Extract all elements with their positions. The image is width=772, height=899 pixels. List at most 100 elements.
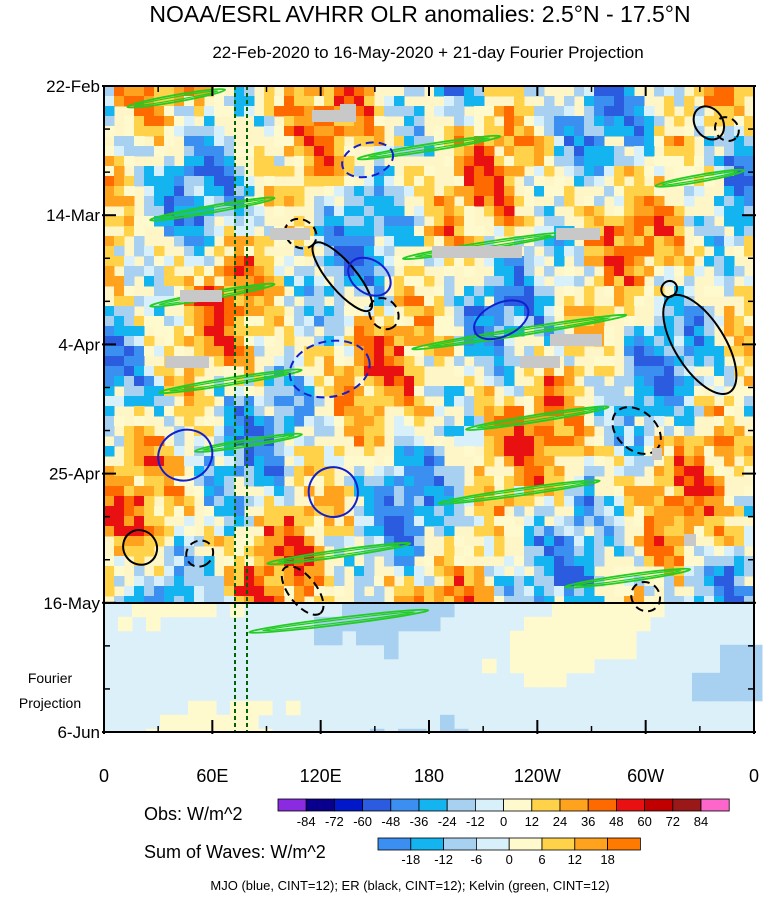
olr-cell <box>594 376 605 387</box>
olr-cell <box>384 456 395 467</box>
olr-cell <box>264 546 275 557</box>
olr-cell <box>724 586 735 597</box>
olr-cell <box>504 196 515 207</box>
olr-cell <box>184 586 195 597</box>
olr-cell <box>734 506 745 517</box>
olr-cell <box>734 246 745 257</box>
projection-cell <box>510 630 525 646</box>
olr-cell <box>664 356 675 367</box>
olr-cell <box>444 96 455 107</box>
olr-cell <box>654 276 665 287</box>
olr-cell <box>674 536 685 547</box>
olr-cell <box>604 336 615 347</box>
olr-cell <box>664 546 675 557</box>
olr-cell <box>454 216 465 227</box>
olr-cell <box>524 486 535 497</box>
olr-cell <box>314 566 325 577</box>
olr-cell <box>624 236 635 247</box>
olr-cell <box>624 326 635 337</box>
olr-cell <box>444 256 455 267</box>
olr-cell <box>664 396 675 407</box>
olr-cell <box>124 146 135 157</box>
olr-cell <box>314 416 325 427</box>
olr-cell <box>424 496 435 507</box>
olr-cell <box>124 506 135 517</box>
olr-cell <box>634 216 645 227</box>
olr-cell <box>514 456 525 467</box>
olr-cell <box>204 396 215 407</box>
olr-cell <box>254 266 265 277</box>
olr-cell <box>334 216 345 227</box>
projection-cell <box>734 658 749 674</box>
olr-cell <box>544 96 555 107</box>
olr-cell <box>514 86 525 97</box>
olr-cell <box>114 176 125 187</box>
olr-cell <box>634 366 645 377</box>
projection-cell <box>720 644 735 660</box>
olr-cell <box>144 476 155 487</box>
olr-cell <box>434 566 445 577</box>
olr-cell <box>184 336 195 347</box>
olr-cell <box>344 486 355 497</box>
obs-colorbar-box <box>616 798 646 812</box>
projection-cell <box>552 644 567 660</box>
olr-cell <box>444 566 455 577</box>
olr-cell <box>414 136 425 147</box>
olr-cell <box>524 266 535 277</box>
olr-cell <box>514 196 525 207</box>
olr-cell <box>684 526 695 537</box>
projection-cell <box>426 616 441 632</box>
olr-cell <box>444 396 455 407</box>
olr-cell <box>374 106 385 117</box>
olr-cell <box>444 506 455 517</box>
olr-cell <box>494 376 505 387</box>
olr-cell <box>484 426 495 437</box>
olr-cell <box>684 396 695 407</box>
olr-cell <box>394 326 405 337</box>
olr-cell <box>114 526 125 537</box>
olr-cell <box>324 426 335 437</box>
olr-cell <box>474 116 485 127</box>
olr-cell <box>164 226 175 237</box>
olr-cell <box>174 456 185 467</box>
projection-cell <box>216 728 231 732</box>
olr-cell <box>164 416 175 427</box>
olr-cell <box>554 326 565 337</box>
olr-cell <box>734 576 745 587</box>
olr-cell <box>144 166 155 177</box>
olr-cell <box>484 316 495 327</box>
olr-cell <box>354 366 365 377</box>
olr-cell <box>324 366 335 377</box>
olr-cell <box>354 286 365 297</box>
olr-cell <box>684 456 695 467</box>
olr-cell <box>664 446 675 457</box>
olr-cell <box>374 186 385 197</box>
olr-cell <box>704 346 715 357</box>
obs-colorbar-tick: -48 <box>381 814 400 829</box>
olr-cell <box>664 226 675 237</box>
olr-cell <box>454 396 465 407</box>
olr-cell <box>354 506 365 517</box>
olr-cell <box>324 246 335 257</box>
olr-cell <box>744 116 755 127</box>
olr-cell <box>374 496 385 507</box>
y-tick-label: 25-Apr <box>49 465 100 484</box>
olr-cell <box>524 466 535 477</box>
projection-cell <box>552 616 567 632</box>
olr-cell <box>334 586 345 597</box>
olr-cell <box>714 236 725 247</box>
olr-cell <box>274 376 285 387</box>
olr-cell <box>204 576 215 587</box>
olr-cell <box>464 206 475 217</box>
olr-cell <box>154 286 165 297</box>
olr-cell <box>214 106 225 117</box>
olr-cell <box>154 586 165 597</box>
olr-cell <box>614 196 625 207</box>
olr-cell <box>744 236 755 247</box>
olr-cell <box>164 326 175 337</box>
olr-cell <box>604 516 615 527</box>
olr-cell <box>234 536 245 547</box>
olr-cell <box>354 216 365 227</box>
olr-cell <box>614 466 625 477</box>
olr-cell <box>174 216 185 227</box>
